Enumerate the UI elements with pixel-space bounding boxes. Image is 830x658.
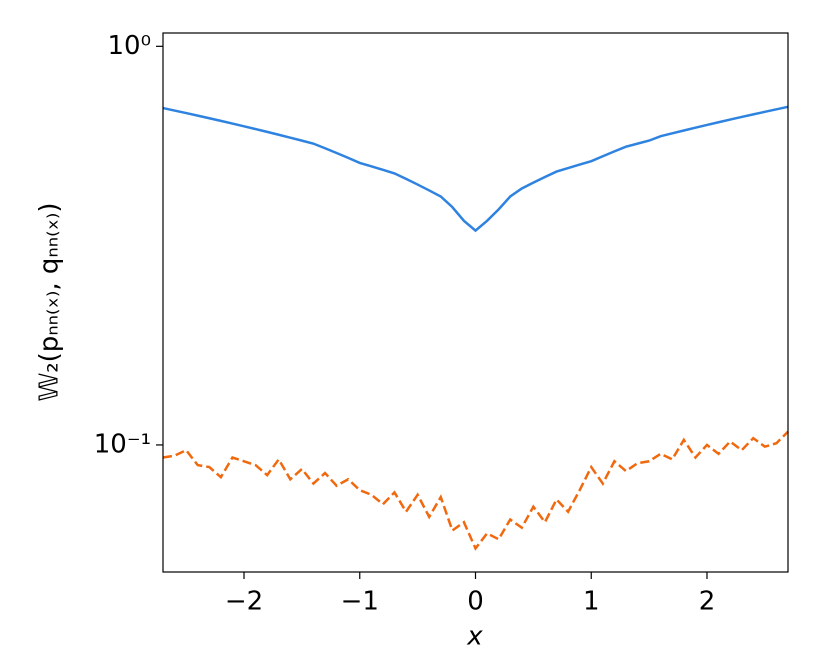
x-tick-label: −1 (341, 587, 379, 617)
x-tick-label: −2 (225, 587, 263, 617)
y-tick-label: 10⁰ (107, 31, 151, 61)
x-tick-label: 0 (467, 587, 484, 617)
y-axis-label: 𝕎₂(pₙₙ₍ₓ₎, qₙₙ₍ₓ₎) (35, 202, 65, 401)
data-line (162, 105, 789, 233)
plot-frame (162, 32, 789, 573)
x-tick-label: 2 (699, 587, 716, 617)
x-axis-label: x (466, 622, 483, 652)
y-tick-label: 10⁻¹ (94, 429, 151, 459)
x-tick-label: 1 (583, 587, 600, 617)
data-line (162, 430, 789, 551)
